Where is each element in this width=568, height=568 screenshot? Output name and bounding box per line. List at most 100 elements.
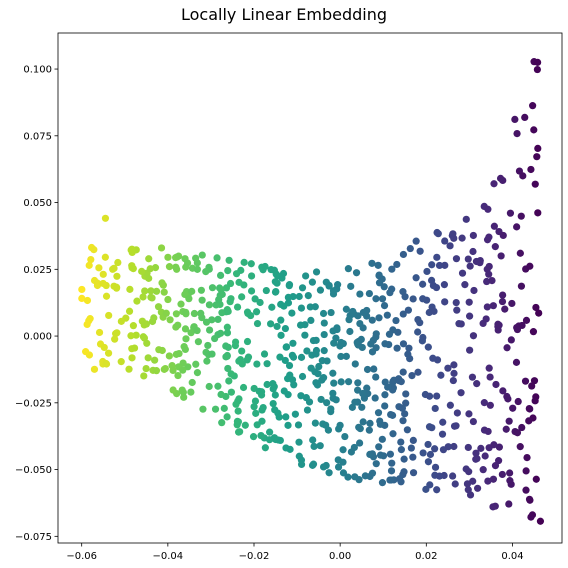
scatter-point xyxy=(225,377,233,385)
scatter-point xyxy=(334,456,342,464)
scatter-point xyxy=(428,261,436,269)
scatter-point xyxy=(335,425,343,433)
scatter-point xyxy=(419,295,427,303)
x-tick-label: 0.02 xyxy=(415,551,437,562)
scatter-point xyxy=(526,496,534,504)
scatter-point xyxy=(197,286,205,294)
scatter-point xyxy=(489,302,497,310)
scatter-point xyxy=(486,373,494,381)
scatter-point xyxy=(446,242,454,250)
scatter-point xyxy=(483,277,491,286)
scatter-point xyxy=(461,281,469,289)
scatter-point xyxy=(211,405,220,413)
scatter-point xyxy=(296,321,305,329)
scatter-point xyxy=(513,429,522,437)
scatter-point xyxy=(152,367,161,375)
scatter-point xyxy=(315,362,323,371)
scatter-point xyxy=(213,254,221,262)
scatter-point xyxy=(525,417,533,425)
scatter-point xyxy=(433,253,441,261)
scatter-point xyxy=(179,388,187,396)
scatter-point xyxy=(270,434,279,442)
scatter-point xyxy=(504,395,512,403)
scatter-point xyxy=(83,296,92,305)
scatter-point xyxy=(429,281,437,290)
scatter-point xyxy=(449,376,457,385)
scatter-point xyxy=(409,453,417,461)
scatter-point xyxy=(431,404,439,413)
scatter-point xyxy=(441,261,449,269)
scatter-point xyxy=(512,358,521,366)
scatter-point xyxy=(375,314,383,322)
scatter-point xyxy=(485,233,493,241)
scatter-point xyxy=(140,372,148,380)
scatter-point xyxy=(258,406,266,414)
scatter-point xyxy=(303,406,312,414)
scatter-point xyxy=(395,475,404,483)
scatter-point xyxy=(519,172,527,180)
scatter-point xyxy=(297,460,306,469)
scatter-point xyxy=(312,336,320,344)
scatter-point xyxy=(489,475,498,483)
scatter-point xyxy=(499,231,507,240)
scatter-point xyxy=(232,270,241,278)
scatter-point xyxy=(226,279,235,288)
scatter-point xyxy=(412,237,420,245)
scatter-point xyxy=(409,295,417,303)
scatter-point xyxy=(375,271,383,279)
scatter-point xyxy=(393,344,401,352)
scatter-point xyxy=(188,378,196,387)
scatter-point xyxy=(506,469,514,477)
scatter-point xyxy=(181,345,189,354)
scatter-point xyxy=(126,285,134,293)
scatter-point xyxy=(402,399,410,407)
scatter-point xyxy=(435,472,444,480)
scatter-point xyxy=(291,410,299,418)
scatter-point xyxy=(383,311,391,319)
scatter-point xyxy=(532,475,540,483)
scatter-point xyxy=(359,418,367,426)
scatter-point xyxy=(374,409,383,417)
scatter-point xyxy=(325,281,333,290)
scatter-point xyxy=(339,469,348,477)
scatter-point xyxy=(466,312,474,320)
scatter-point xyxy=(282,413,290,421)
scatter-point xyxy=(399,417,407,425)
scatter-point xyxy=(250,403,258,411)
scatter-point xyxy=(269,380,277,388)
scatter-point xyxy=(387,410,395,419)
scatter-point xyxy=(78,285,86,294)
scatter-point xyxy=(145,255,153,263)
scatter-point xyxy=(346,327,354,336)
scatter-point xyxy=(330,379,338,387)
scatter-point xyxy=(376,420,384,428)
scatter-point xyxy=(199,405,207,413)
scatter-point xyxy=(469,332,478,340)
scatter-point xyxy=(99,279,107,288)
scatter-point xyxy=(286,445,294,453)
scatter-point xyxy=(289,353,298,361)
scatter-point xyxy=(87,255,95,264)
scatter-point xyxy=(316,442,324,450)
scatter-point xyxy=(263,380,271,389)
scatter-point xyxy=(401,293,409,301)
scatter-point xyxy=(332,396,340,404)
scatter-point xyxy=(253,360,261,368)
scatter-point xyxy=(133,297,141,305)
scatter-point xyxy=(337,378,345,386)
scatter-point xyxy=(271,391,279,399)
scatter-point xyxy=(295,292,303,301)
scatter-point xyxy=(388,265,396,273)
scatter-point xyxy=(308,278,316,286)
scatter-point xyxy=(190,309,198,318)
scatter-point xyxy=(198,296,206,304)
scatter-point xyxy=(356,425,364,433)
scatter-point xyxy=(466,262,474,270)
x-tick-label: −0.02 xyxy=(239,551,270,562)
scatter-point xyxy=(527,165,535,174)
scatter-point xyxy=(216,271,225,279)
scatter-point xyxy=(433,486,441,494)
scatter-point xyxy=(286,371,294,379)
scatter-point xyxy=(251,397,260,405)
scatter-point xyxy=(252,308,261,316)
